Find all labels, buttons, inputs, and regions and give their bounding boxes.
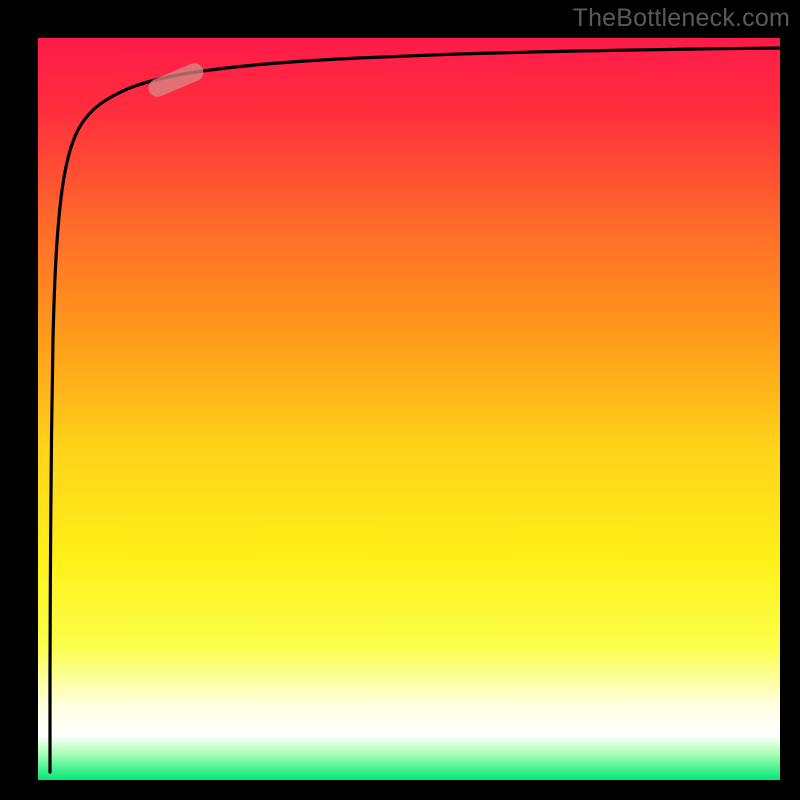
performance-curve	[38, 38, 780, 780]
plot-area	[38, 38, 780, 780]
watermark-text: TheBottleneck.com	[573, 4, 790, 33]
